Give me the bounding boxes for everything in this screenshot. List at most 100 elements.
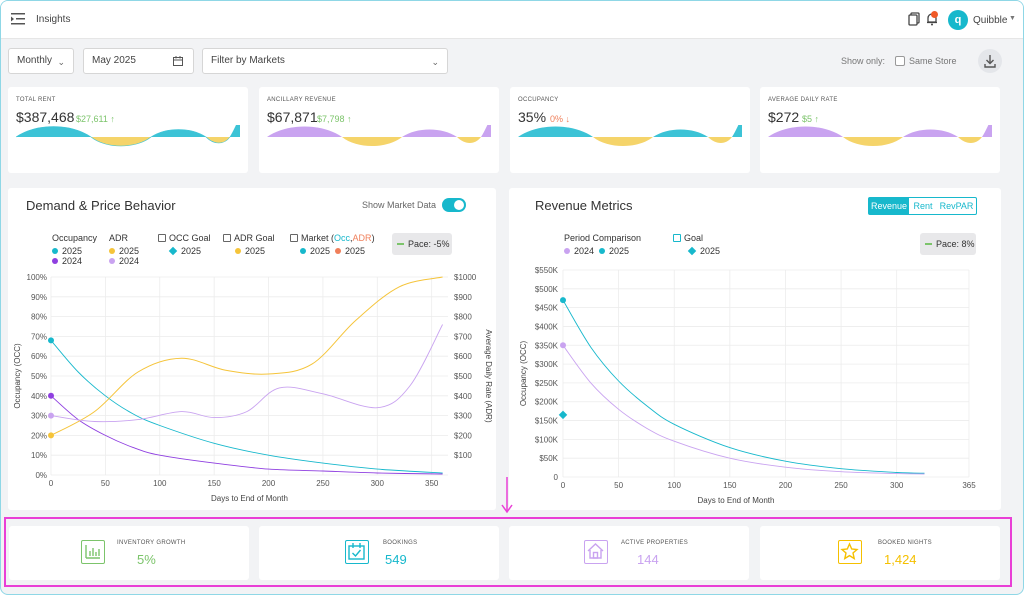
y-axis-label: Occupancy (OCC) — [13, 343, 22, 409]
chevron-down-icon: ⌄ — [431, 57, 439, 67]
y-tick-label: $350K — [535, 341, 559, 350]
legend-adr-2024[interactable]: 2024 — [109, 256, 139, 266]
x-tick-label: 365 — [962, 481, 976, 490]
series-line — [562, 345, 925, 475]
pace-badge: Pace: -5% — [392, 233, 452, 255]
kpi-label: AVERAGE DAILY RATE — [768, 97, 838, 103]
x-tick-label: 50 — [101, 479, 110, 488]
series-start-point — [48, 412, 54, 419]
metric-card-active-properties[interactable]: ACTIVE PROPERTIES 144 — [509, 526, 749, 580]
x-tick-label: 200 — [262, 479, 276, 488]
adr-goal-checkbox — [223, 234, 231, 242]
kpi-label: TOTAL RENT — [16, 97, 56, 103]
kpi-delta: 0% ↓ — [550, 114, 571, 124]
y2-tick-label: $1000 — [454, 273, 477, 282]
kpi-card-total-rent[interactable]: TOTAL RENT $387,468 $27,611 ↑ — [8, 87, 248, 173]
y-tick-label: $300K — [535, 360, 559, 369]
series-line — [50, 276, 443, 436]
legend-adr-goal[interactable]: ADR Goal — [223, 233, 275, 243]
metric-label: BOOKED NIGHTS — [878, 540, 932, 546]
top-bar: Insights q Quibble ▼ — [1, 1, 1023, 39]
kpi-card-average-daily-rate[interactable]: AVERAGE DAILY RATE $272 $5 ↑ — [760, 87, 1000, 173]
kpi-sparkline — [518, 125, 742, 146]
market-filter-select[interactable]: Filter by Markets ⌄ — [202, 48, 448, 74]
legend-market-adr-2025: 2025 — [335, 246, 365, 256]
same-store-label[interactable]: Same Store — [909, 56, 957, 66]
download-icon — [984, 55, 996, 68]
legend-adr-goal-2025: 2025 — [235, 246, 265, 256]
x-tick-label: 200 — [779, 481, 793, 490]
kpi-card-ancillary-revenue[interactable]: ANCILLARY REVENUE $67,871 $7,798 ↑ — [259, 87, 499, 173]
copy-icon[interactable] — [907, 12, 921, 26]
y-tick-label: 80% — [31, 313, 47, 322]
metric-value: 144 — [637, 552, 659, 567]
kpi-value: 35% — [518, 109, 547, 125]
x-tick-label: 300 — [371, 479, 385, 488]
demand-price-chart: 0% 10% 20% 30% 40% 50% 60% 70% 80% 90% 100% $100 $20… — [13, 273, 493, 503]
x-axis-label: Days to End of Month — [211, 494, 288, 503]
legend-goal[interactable]: Goal — [673, 233, 703, 243]
y-tick-label: 10% — [31, 451, 47, 460]
y2-tick-label: $100 — [454, 451, 472, 460]
period-select-value: Monthly — [17, 55, 53, 66]
y-tick-label: $400K — [535, 322, 559, 331]
y-tick-label: $450K — [535, 304, 559, 313]
panel-title: Demand & Price Behavior — [26, 198, 176, 213]
kpi-sparkline — [16, 125, 240, 147]
metric-label: INVENTORY GROWTH — [117, 540, 186, 546]
y-tick-label: $200K — [535, 398, 559, 407]
metric-value: 5% — [137, 552, 156, 567]
same-store-checkbox[interactable] — [895, 56, 905, 66]
legend-adr-2025[interactable]: 2025 — [109, 246, 139, 256]
date-picker[interactable]: May 2025 — [83, 48, 194, 74]
user-name[interactable]: Quibble — [973, 15, 1008, 26]
metric-card-inventory-growth[interactable]: INVENTORY GROWTH 5% — [9, 526, 249, 580]
y2-tick-label: $800 — [454, 313, 472, 322]
y-tick-label: 60% — [31, 352, 47, 361]
metric-value: 549 — [385, 552, 407, 567]
kpi-card-occupancy[interactable]: OCCUPANCY 35% 0% ↓ — [510, 87, 750, 173]
legend-period-comparison: Period Comparison — [564, 233, 642, 243]
y2-tick-label: $500 — [454, 372, 472, 381]
legend-period-2025[interactable]: 2025 — [599, 246, 629, 256]
y-tick-label: 0% — [35, 471, 47, 480]
calendar-check-icon — [345, 540, 369, 564]
avatar[interactable]: q — [948, 10, 968, 30]
download-button[interactable] — [978, 49, 1002, 73]
legend-occupancy-2024[interactable]: 2024 — [52, 256, 82, 266]
kpi-label: ANCILLARY REVENUE — [267, 97, 336, 103]
menu-toggle-icon[interactable] — [11, 13, 25, 25]
legend-occupancy-title: Occupancy — [52, 233, 98, 243]
y-tick-label: 100% — [27, 273, 47, 282]
chevron-down-icon[interactable]: ▼ — [1009, 15, 1016, 22]
period-select[interactable]: Monthly ⌄ — [8, 48, 74, 74]
y-tick-label: $500K — [535, 285, 559, 294]
legend-period-2024[interactable]: 2024 — [564, 246, 594, 256]
notification-badge — [931, 11, 938, 18]
legend-occupancy-2025[interactable]: 2025 — [52, 246, 82, 256]
kpi-delta: $7,798 ↑ — [317, 114, 352, 124]
tab-revenue[interactable]: Revenue — [868, 197, 910, 215]
x-axis-label: Days to End of Month — [698, 496, 775, 505]
legend-occ-goal[interactable]: OCC Goal — [158, 233, 211, 243]
x-tick-label: 350 — [425, 479, 439, 488]
x-tick-label: 100 — [668, 481, 682, 490]
tab-revpar[interactable]: RevPAR — [937, 197, 977, 215]
kpi-sparkline — [267, 125, 491, 146]
x-tick-label: 150 — [207, 479, 221, 488]
y-axis-label: Occupancy (OCC) — [519, 340, 528, 406]
metric-card-booked-nights[interactable]: BOOKED NIGHTS 1,424 — [760, 526, 1000, 580]
market-data-toggle[interactable] — [442, 198, 466, 212]
series-line — [50, 395, 443, 475]
kpi-delta: $27,611 ↑ — [76, 114, 115, 124]
y2-tick-label: $600 — [454, 352, 472, 361]
series-start-point — [48, 392, 54, 399]
revenue-metrics-panel: Revenue Metrics Revenue Rent RevPAR Peri… — [509, 188, 1001, 510]
panel-title: Revenue Metrics — [535, 198, 633, 213]
kpi-label: OCCUPANCY — [518, 97, 559, 103]
legend-market[interactable]: Market (Occ,ADR) — [290, 233, 375, 243]
metric-card-bookings[interactable]: BOOKINGS 549 — [259, 526, 499, 580]
y2-tick-label: $400 — [454, 392, 472, 401]
legend-adr-title: ADR — [109, 233, 129, 243]
page-title: Insights — [36, 14, 71, 25]
